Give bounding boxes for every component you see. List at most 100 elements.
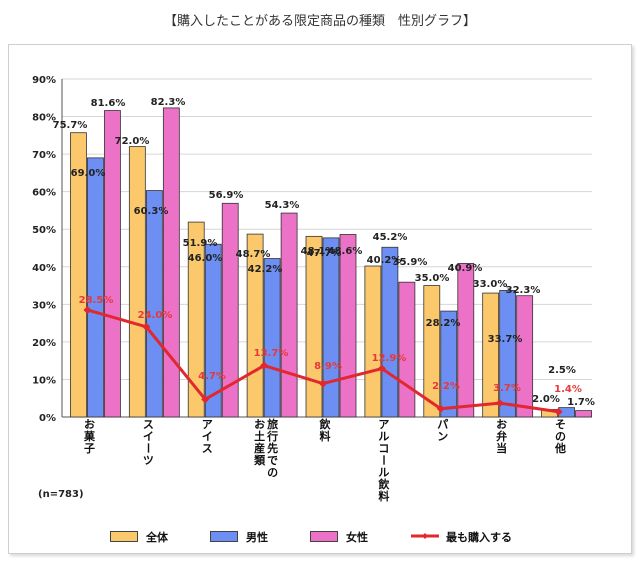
y-tick-label: 10%: [32, 375, 56, 386]
line-data-label: 28.5%: [79, 295, 114, 306]
category-label: アイス: [202, 418, 213, 455]
svg-text:土: 土: [254, 429, 265, 443]
bar-data-label: 33.7%: [488, 334, 523, 345]
line-data-label: 24.0%: [138, 310, 173, 321]
line-point: [142, 322, 151, 331]
bar-data-label: 47.7%: [307, 248, 342, 259]
y-tick-label: 60%: [32, 188, 56, 199]
category-label: パン: [437, 418, 448, 443]
bar-data-label: 45.2%: [373, 232, 408, 243]
y-tick-label: 90%: [32, 75, 56, 86]
y-tick-label: 80%: [32, 113, 56, 124]
line-point: [495, 399, 504, 408]
bar: [280, 212, 298, 418]
bar-data-label: 48.7%: [236, 249, 271, 260]
line-data-label: 2.2%: [432, 381, 460, 392]
legend: 全体 男性 女性 最も購入する: [110, 528, 560, 544]
bar: [305, 235, 323, 418]
bar: [104, 110, 121, 418]
svg-text:飲: 飲: [377, 477, 390, 491]
line-point: [554, 407, 563, 416]
bar: [70, 132, 87, 418]
svg-text:産: 産: [254, 441, 265, 455]
data-labels: 75.7% 72.0% 51.9% 48.7% 48.1% 40.2% 35.0% 33.0%…: [53, 97, 595, 408]
bar: [482, 292, 500, 418]
svg-text:料: 料: [320, 429, 331, 443]
svg-text:他: 他: [554, 441, 566, 455]
svg-text:ツ: ツ: [143, 454, 154, 467]
bar: [145, 190, 163, 418]
category-label: お菓子: [83, 418, 96, 455]
legend-swatch-female: [310, 531, 338, 542]
line-point: [377, 364, 386, 373]
bar: [339, 234, 357, 418]
bar-data-label: 51.9%: [183, 238, 218, 249]
bar: [322, 237, 340, 418]
svg-text:イ: イ: [143, 430, 154, 443]
bar-data-label: 33.0%: [473, 279, 508, 290]
svg-text:の: の: [267, 466, 278, 479]
bar-data-label: 56.9%: [209, 190, 244, 201]
svg-text:ン: ン: [437, 430, 448, 443]
bar-data-label: 69.0%: [71, 168, 106, 179]
bar-data-label: 60.3%: [134, 206, 169, 217]
line-data-label: 8.9%: [314, 361, 342, 372]
svg-text:ル: ル: [378, 430, 389, 443]
svg-text:イ: イ: [202, 430, 213, 443]
bar: [423, 285, 441, 418]
bar: [398, 281, 416, 418]
line-point: [83, 305, 92, 314]
category-label: その他: [554, 418, 566, 455]
bar: [87, 157, 104, 418]
bar-data-label: 32.3%: [506, 285, 541, 296]
bar-data-label: 75.7%: [53, 120, 88, 131]
y-tick-label: 70%: [32, 150, 56, 161]
line-series: [83, 305, 563, 416]
line-data-label: 13.7%: [254, 348, 289, 359]
svg-text:そ: そ: [555, 418, 566, 431]
svg-text:お: お: [84, 418, 95, 431]
bar: [263, 258, 281, 418]
bar-data-label: 82.3%: [151, 97, 186, 108]
chart-title: 【購入したことがある限定商品の種類 性別グラフ】: [163, 14, 476, 29]
bar-data-label: 81.6%: [91, 98, 126, 109]
bar-data-label: 2.5%: [548, 365, 576, 376]
svg-text:類: 類: [253, 453, 266, 467]
y-tick-label: 30%: [32, 300, 56, 311]
bar: [221, 202, 239, 418]
svg-text:先: 先: [267, 441, 278, 455]
line-point: [201, 395, 210, 404]
bar: [575, 410, 592, 418]
bar: [246, 233, 264, 418]
svg-text:菓: 菓: [83, 429, 96, 443]
legend-swatch-all: [110, 531, 138, 542]
y-tick-label: 40%: [32, 263, 56, 274]
bar-data-label: 42.2%: [248, 264, 283, 275]
y-axis-ticks: 0% 10% 20% 30% 40% 50% 60% 70% 80% 90%: [32, 75, 56, 424]
legend-label-female: 女性: [346, 531, 368, 544]
line-data-label: 12.9%: [372, 353, 407, 364]
svg-text:ー: ー: [141, 443, 154, 454]
svg-text:ス: ス: [143, 418, 154, 431]
bar-data-label: 46.0%: [188, 253, 223, 264]
bar: [364, 265, 382, 418]
svg-text:行: 行: [266, 429, 278, 443]
svg-text:弁: 弁: [496, 429, 507, 443]
line-data-label: 3.7%: [493, 383, 521, 394]
bar-data-label: 1.7%: [567, 397, 595, 408]
legend-swatch-male: [210, 531, 238, 542]
svg-text:当: 当: [496, 441, 507, 455]
svg-text:お: お: [496, 418, 507, 431]
sample-size-note: (n=783): [38, 489, 84, 500]
bar: [187, 221, 205, 418]
bar: [440, 310, 458, 418]
svg-text:料: 料: [378, 489, 389, 503]
svg-text:ル: ル: [378, 466, 389, 479]
svg-text:飲: 飲: [319, 417, 332, 431]
y-tick-label: 50%: [32, 225, 56, 236]
